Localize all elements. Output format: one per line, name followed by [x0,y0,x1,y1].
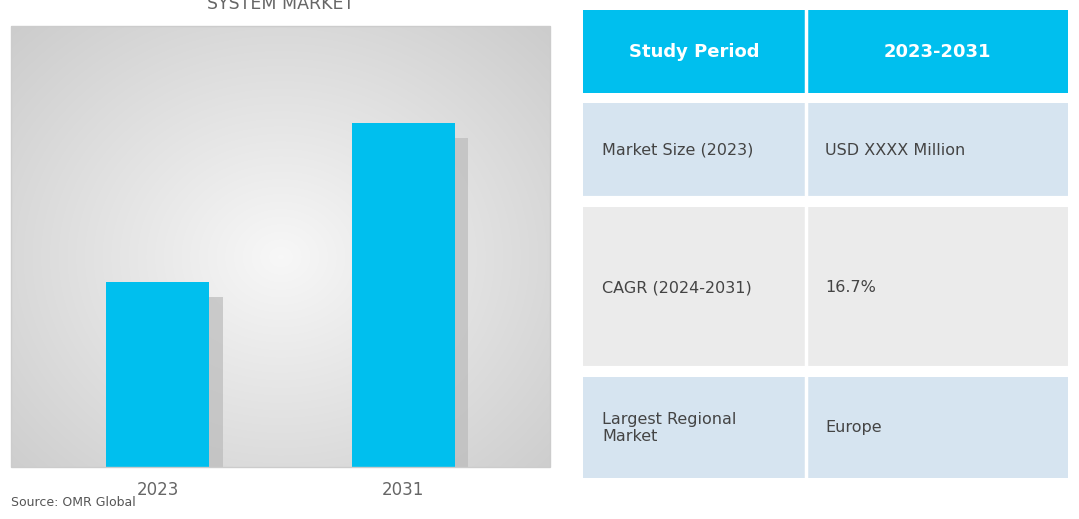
Title: AUTOMOTIVE AUTOMATED PARKING
SYSTEM MARKET: AUTOMOTIVE AUTOMATED PARKING SYSTEM MARK… [124,0,437,13]
FancyBboxPatch shape [583,10,1068,93]
Text: 2023-2031: 2023-2031 [884,43,991,61]
Text: Source: OMR Global: Source: OMR Global [11,496,136,509]
Text: Europe: Europe [825,420,882,435]
FancyBboxPatch shape [583,207,1068,368]
FancyBboxPatch shape [583,103,1068,198]
Text: USD XXXX Million: USD XXXX Million [825,143,966,158]
FancyBboxPatch shape [583,377,1068,478]
Text: 16.7%: 16.7% [825,280,876,295]
Text: Largest Regional
Market: Largest Regional Market [602,412,737,444]
Bar [352,123,454,467]
Polygon shape [120,297,223,483]
Polygon shape [365,139,468,483]
Text: Market Size (2023): Market Size (2023) [602,143,753,158]
Text: Study Period: Study Period [629,43,760,61]
Text: CAGR (2024-2031): CAGR (2024-2031) [602,280,752,295]
Bar [107,282,209,467]
